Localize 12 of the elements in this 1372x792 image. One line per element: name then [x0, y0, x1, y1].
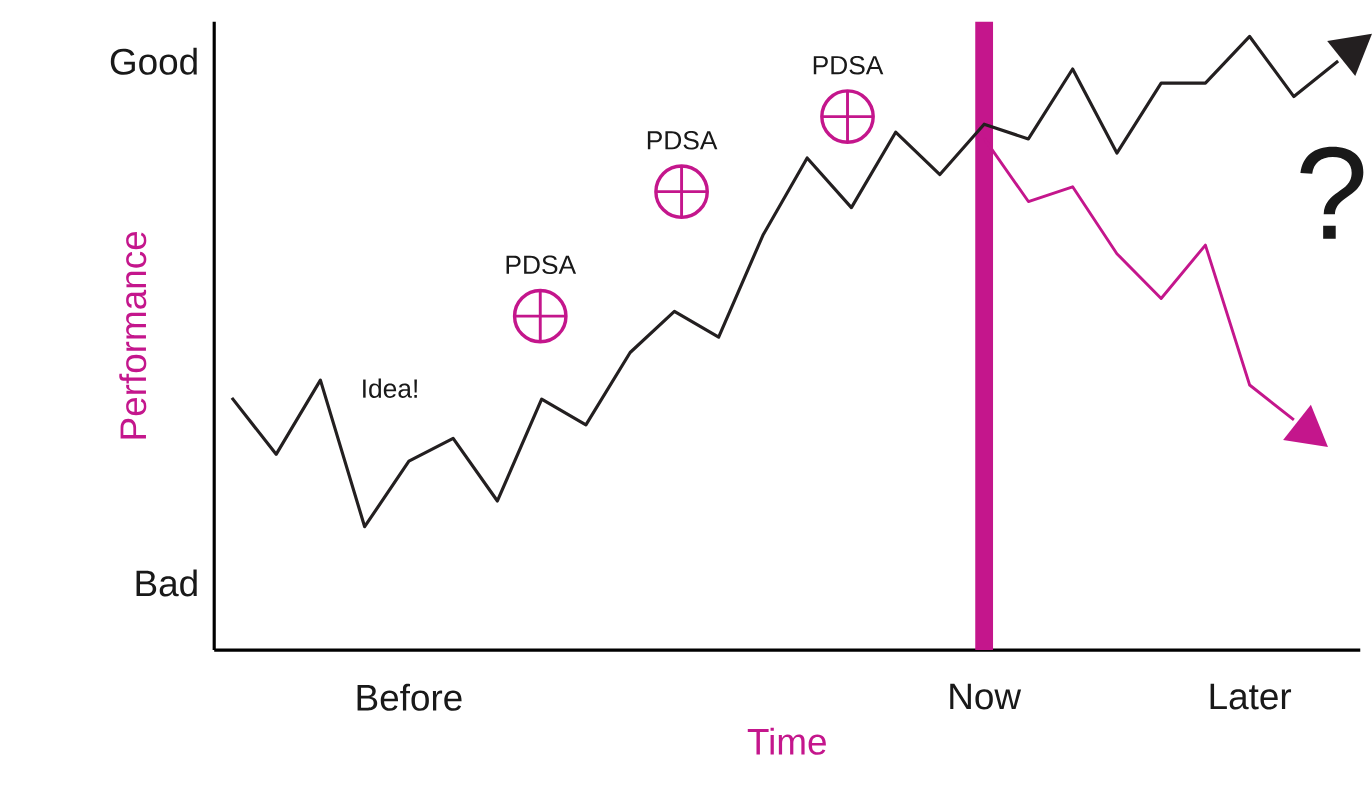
text: Bad [136, 569, 197, 597]
annotation: ? [1300, 146, 1364, 239]
x-axis-title: Time [747, 727, 826, 755]
annotation: Idea! [363, 378, 417, 398]
annotation: PDSA [813, 55, 884, 75]
x-tick-label: Before [357, 683, 462, 711]
y-axis-title: Performance [119, 231, 147, 439]
annotation: PDSA [647, 130, 718, 150]
text: Good [110, 47, 197, 75]
x-tick-label: Now [950, 683, 1022, 710]
annotation: PDSA [506, 255, 577, 274]
x-tick-label: Later [1210, 683, 1292, 710]
